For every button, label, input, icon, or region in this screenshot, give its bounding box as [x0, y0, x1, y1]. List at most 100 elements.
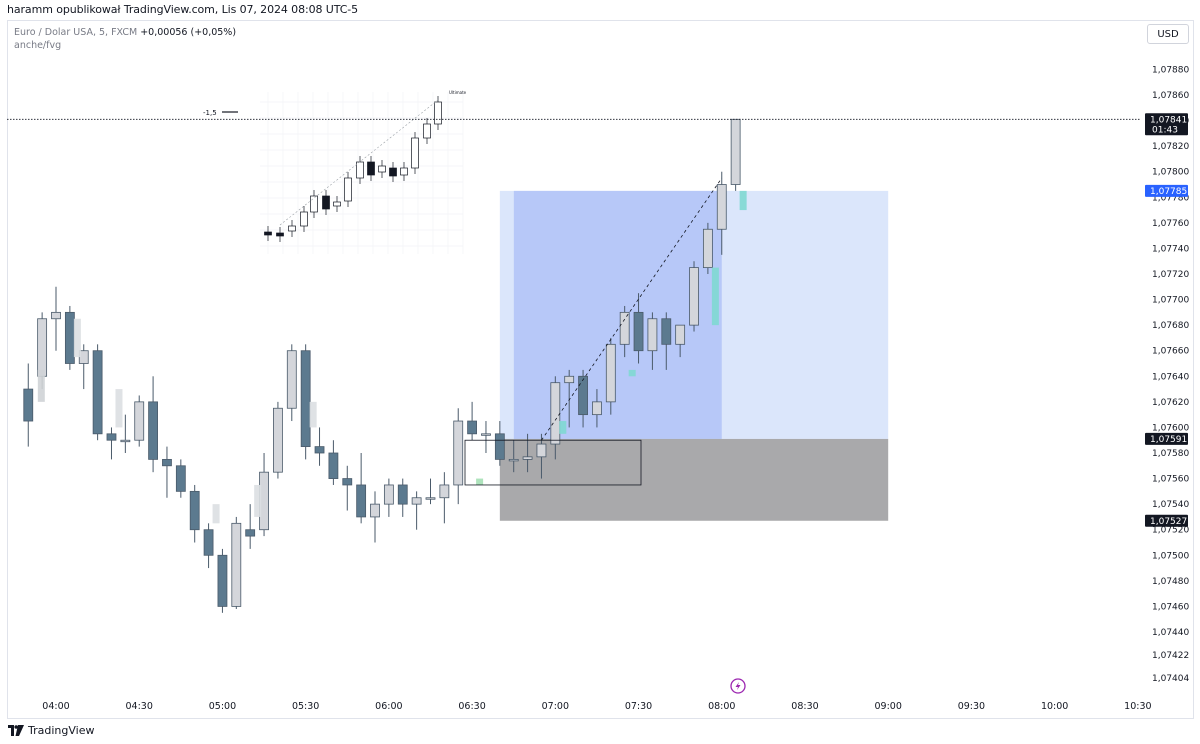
chart-legend: Euro / Dolar USA, 5, FXCM +0,00056 (+0,0… — [14, 26, 236, 52]
candle-body — [467, 420, 478, 435]
indicator-label[interactable]: anche/fvg — [14, 40, 62, 51]
candle-body — [175, 465, 186, 492]
inset-candle — [389, 162, 397, 182]
candle — [605, 337, 616, 415]
candle — [231, 516, 242, 609]
candle-body — [716, 184, 727, 230]
overlays — [7, 118, 1140, 524]
candle — [467, 401, 478, 441]
fvg-box — [476, 478, 484, 485]
candle — [286, 344, 297, 422]
inset-small-label: Ultimate — [449, 90, 467, 95]
candle-body — [494, 433, 505, 460]
price-axis[interactable]: 1,078801,078601,078401,078201,078001,077… — [1152, 65, 1189, 684]
footer-brand: TradingView — [28, 724, 95, 737]
candle-body — [730, 118, 741, 185]
candle — [162, 446, 172, 498]
candle-body — [189, 490, 200, 531]
candle-body — [328, 452, 339, 479]
candle-body — [245, 529, 256, 537]
time-tick-label: 10:00 — [1041, 701, 1068, 712]
candle-body — [37, 318, 48, 377]
inset-candle — [400, 162, 408, 181]
inset-candle-body — [333, 201, 341, 207]
inset-candle-body — [322, 195, 330, 210]
price-tick-label: 1,07480 — [1152, 577, 1189, 587]
price-tick-label: 1,07660 — [1152, 347, 1189, 357]
inset-label: -1,5 — [203, 109, 217, 117]
fvg-box — [559, 421, 567, 434]
inset-candle-body — [344, 177, 352, 202]
price-tick-label: 1,07620 — [1152, 398, 1189, 408]
fvg-box — [115, 389, 123, 428]
inset-candle — [276, 227, 284, 242]
candle-body — [231, 522, 242, 607]
candle — [370, 491, 380, 543]
candle-body — [286, 350, 297, 409]
price-tick-label: 1,07780 — [1152, 193, 1189, 203]
candle-body — [273, 407, 283, 473]
price-tick-label: 1,07460 — [1152, 602, 1189, 612]
target-zone-filled — [513, 190, 722, 439]
price-tick-label: 1,07700 — [1152, 296, 1189, 306]
candle-body — [217, 554, 228, 607]
candle-body — [162, 458, 172, 467]
price-tick-label: 1,07860 — [1152, 91, 1189, 101]
inset-candle — [310, 190, 318, 218]
candle — [661, 312, 672, 370]
price-label-box — [1145, 184, 1188, 197]
symbol-label[interactable]: Euro / Dolar USA, 5, FXCM — [14, 27, 138, 38]
time-tick-label: 05:00 — [209, 701, 236, 712]
inset-candle-body — [423, 123, 431, 139]
price-label-text: 1,07527 — [1150, 517, 1187, 527]
time-tick-label: 07:00 — [542, 701, 569, 712]
time-tick-label: 06:30 — [458, 701, 485, 712]
time-tick-label: 08:30 — [791, 701, 818, 712]
candle — [189, 484, 200, 543]
candle — [592, 389, 602, 428]
price-tick-label: 1,07560 — [1152, 475, 1189, 485]
candle — [647, 312, 658, 370]
price-tick-label: 1,07422 — [1152, 651, 1189, 661]
candle — [633, 293, 644, 364]
candle — [425, 478, 436, 505]
lightning-icon[interactable] — [730, 678, 746, 694]
candle — [564, 369, 575, 428]
candle — [300, 344, 311, 460]
price-tick-label: 1,07640 — [1152, 372, 1189, 382]
price-tick-label: 1,07580 — [1152, 449, 1189, 459]
inset-candle — [367, 156, 375, 181]
inset-candle — [322, 190, 330, 215]
time-tick-label: 05:30 — [292, 701, 319, 712]
price-label: 1,07591 — [1145, 432, 1188, 445]
price-tick-label: 1,07600 — [1152, 423, 1189, 433]
price-label: 1,07527 — [1145, 514, 1188, 527]
candle-body — [51, 311, 61, 320]
inset-candle-body — [264, 231, 272, 236]
inset-candle — [288, 220, 296, 237]
candle-body — [689, 267, 699, 326]
price-tick-label: 1,07540 — [1152, 500, 1189, 510]
candle — [453, 408, 464, 505]
fvg-box — [212, 504, 220, 524]
currency-button[interactable]: USD — [1147, 24, 1189, 44]
candle-body — [356, 484, 367, 518]
candle — [730, 118, 741, 191]
time-tick-label: 09:30 — [958, 701, 985, 712]
candle-body — [536, 443, 547, 458]
trend-dashed-line — [541, 177, 723, 441]
candle — [383, 478, 394, 517]
price-label-box — [1145, 432, 1188, 445]
candle — [356, 453, 367, 524]
candle-body — [148, 401, 158, 460]
candle — [23, 363, 34, 447]
candle-body — [120, 439, 131, 443]
time-axis[interactable]: 04:00 04:30 05:00 05:30 06:00 06:30 07:00 07:30… — [42, 701, 1151, 712]
position-tool[interactable] — [499, 190, 889, 521]
fvg-box — [628, 369, 636, 377]
inset-candle — [344, 172, 352, 207]
price-label-text: 1,07841 — [1150, 115, 1187, 125]
